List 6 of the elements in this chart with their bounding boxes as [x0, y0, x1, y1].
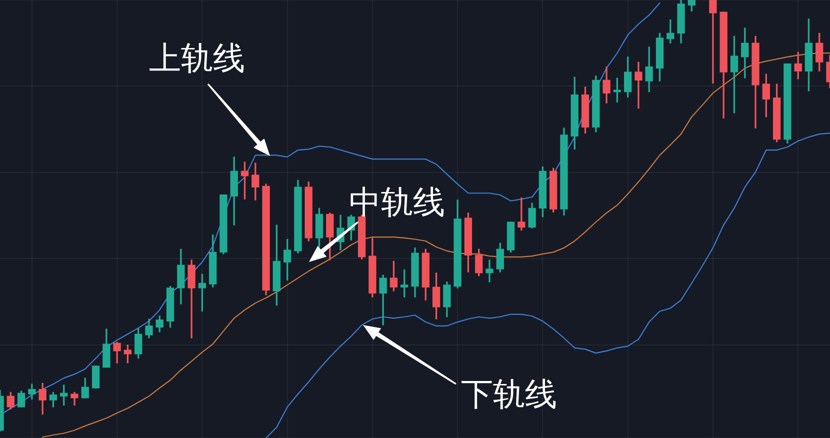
- candlestick: [709, 0, 717, 84]
- candlestick: [634, 62, 642, 109]
- annotation: 中轨线: [349, 183, 445, 221]
- candlestick: [486, 260, 494, 282]
- annotation: 上轨线: [149, 39, 245, 77]
- annotation: 下轨线: [461, 375, 557, 413]
